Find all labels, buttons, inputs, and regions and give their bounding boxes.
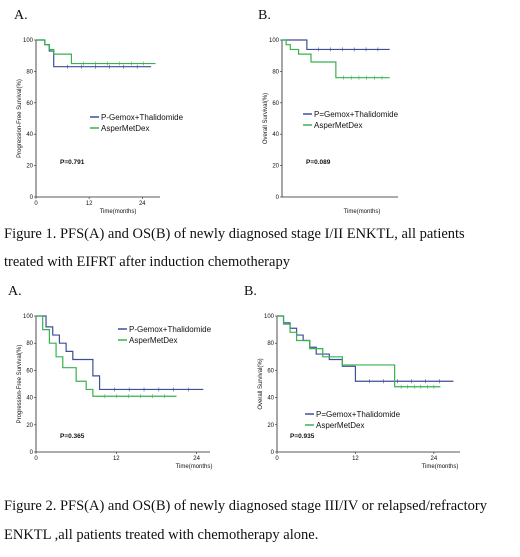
y-axis-label: Progression-Free Survival(%) [17, 79, 23, 158]
p-value-label: P=0.935 [290, 433, 315, 440]
y-tick-label: 80 [26, 341, 33, 347]
y-tick-label: 80 [267, 341, 274, 347]
x-axis-label: Time(months) [344, 209, 381, 215]
series-line-2 [36, 315, 177, 397]
x-tick-label: 12 [113, 456, 120, 462]
fig2-panel-a-letter: A. [8, 284, 22, 299]
y-tick-label: 20 [26, 423, 33, 429]
fig1-panel-b-letter: B. [258, 8, 271, 23]
chart-fig2a: 0 20 40 60 80 100 0 12 24 Time(months) Progression… [17, 314, 212, 470]
series-line-2 [36, 39, 156, 65]
p-value-label: P=0.791 [60, 159, 85, 166]
y-axis-label: Overall Survival(%) [263, 93, 269, 144]
x-tick-label: 0 [275, 456, 279, 462]
y-tick-label: 80 [272, 69, 279, 75]
series-line-1 [282, 39, 390, 51]
y-tick-label: 40 [272, 132, 279, 138]
y-tick-label: 60 [272, 101, 279, 107]
series-line-1 [277, 315, 454, 382]
y-tick-label: 80 [26, 69, 33, 75]
x-axis-label: Time(months) [422, 464, 459, 470]
legend-label-2: AsperMetDex [314, 121, 362, 130]
x-tick-label: 12 [352, 456, 359, 462]
y-tick-label: 20 [272, 164, 279, 170]
legend-label-1: P=Gemox+Thalidomide [316, 410, 401, 419]
legend-label-1: P=Gemox+Thalidomide [314, 110, 399, 119]
y-tick-label: 100 [23, 38, 34, 44]
p-value-label: P=0.089 [306, 159, 331, 166]
y-axis-label: Progression-Free Survival(%) [17, 345, 23, 424]
chart-fig2b: 0 20 40 60 80 100 0 12 24 Time(months) Overall Sur… [258, 314, 460, 470]
p-value-label: P=0.365 [60, 433, 85, 440]
fig1-caption-line-2: treated with EIFRT after induction chemo… [4, 254, 291, 270]
legend-label-2: AsperMetDex [101, 124, 149, 133]
legend-label-2: AsperMetDex [129, 336, 177, 345]
x-tick-label: 0 [34, 456, 38, 462]
y-tick-label: 60 [26, 368, 33, 374]
x-tick-label: 24 [431, 456, 438, 462]
legend-label-1: P-Gemox+Thalidomide [129, 325, 212, 334]
x-axis-label: Time(months) [100, 209, 137, 215]
x-tick-label: 0 [34, 201, 38, 207]
y-tick-label: 0 [30, 450, 34, 456]
y-tick-label: 0 [30, 195, 34, 201]
chart-fig1b: 0 20 40 60 80 100 Time(months) Overall Survival… [263, 38, 399, 215]
y-tick-label: 40 [26, 396, 33, 402]
legend-label-1: P-Gemox+Thalidomide [101, 113, 184, 122]
series-line-1 [36, 315, 204, 391]
fig1-panel-a-letter: A. [14, 8, 28, 23]
fig1-caption-line-1: Figure 1. PFS(A) and OS(B) of newly diag… [4, 226, 465, 242]
y-axis-label: Overall Survival(%) [258, 358, 264, 409]
y-tick-label: 40 [267, 396, 274, 402]
fig2-panel-b-letter: B. [244, 284, 257, 299]
fig2-caption-line-2: ENKTL ,all patients treated with chemoth… [4, 527, 318, 543]
y-tick-label: 100 [269, 38, 280, 44]
legend-label-2: AsperMetDex [316, 421, 364, 430]
y-tick-label: 100 [264, 314, 275, 320]
y-tick-label: 60 [26, 101, 33, 107]
y-tick-label: 0 [276, 195, 280, 201]
series-line-2 [277, 315, 441, 388]
fig2-caption-line-1: Figure 2. PFS(A) and OS(B) of newly diag… [4, 498, 488, 514]
y-tick-label: 40 [26, 132, 33, 138]
series-line-2 [282, 39, 390, 79]
y-tick-label: 20 [267, 423, 274, 429]
x-tick-label: 12 [86, 201, 93, 207]
x-axis-label: Time(months) [176, 464, 213, 470]
y-tick-label: 100 [23, 314, 34, 320]
x-tick-label: 24 [139, 201, 146, 207]
y-tick-label: 60 [267, 368, 274, 374]
y-tick-label: 20 [26, 164, 33, 170]
y-tick-label: 0 [271, 450, 275, 456]
x-tick-label: 24 [193, 456, 200, 462]
